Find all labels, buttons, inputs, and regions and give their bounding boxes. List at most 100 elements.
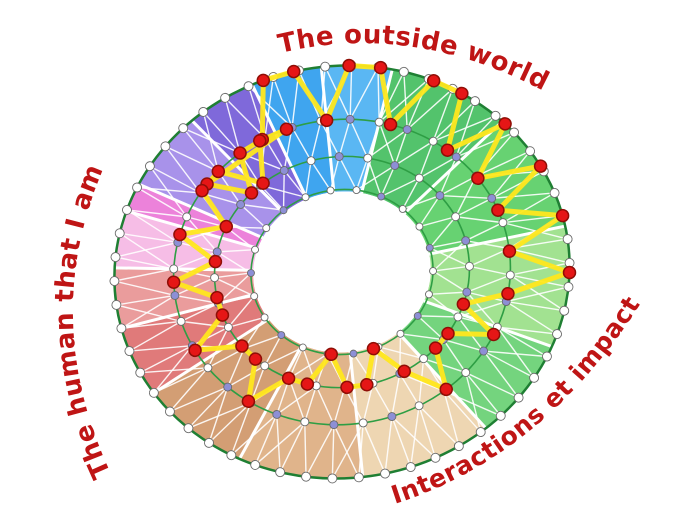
profile-node[interactable] [397,364,411,379]
grid-node[interactable] [387,412,397,422]
grid-node[interactable] [301,193,310,202]
grid-node[interactable] [475,427,486,438]
grid-node[interactable] [327,473,338,484]
profile-node[interactable] [439,382,453,397]
profile-node[interactable] [256,73,271,88]
profile-node[interactable] [486,327,501,342]
grid-node[interactable] [124,346,135,357]
grid-node[interactable] [182,212,192,222]
grid-node[interactable] [453,312,463,322]
profile-node[interactable] [210,290,224,305]
profile-node[interactable] [491,203,505,217]
profile-node[interactable] [498,117,512,131]
grid-node[interactable] [377,192,386,201]
grid-node[interactable] [398,66,409,77]
grid-node[interactable] [363,153,373,163]
profile-node[interactable] [233,146,247,160]
grid-node[interactable] [334,152,344,162]
grid-node[interactable] [169,264,179,274]
grid-node[interactable] [352,186,361,195]
grid-node[interactable] [178,123,189,134]
grid-node[interactable] [260,313,269,322]
grid-node[interactable] [358,418,368,428]
grid-node[interactable] [132,182,142,193]
grid-node[interactable] [301,471,311,482]
grid-node[interactable] [374,117,384,127]
grid-node[interactable] [164,406,175,417]
grid-node[interactable] [505,270,515,280]
profile-node[interactable] [319,113,334,128]
grid-node[interactable] [428,136,438,146]
profile-node[interactable] [235,339,249,353]
grid-node[interactable] [220,92,231,103]
profile-node[interactable] [166,275,181,289]
profile-node[interactable] [248,352,263,366]
profile-node[interactable] [252,134,267,148]
grid-node[interactable] [430,452,441,463]
grid-node[interactable] [549,187,560,198]
profile-node[interactable] [366,341,381,356]
profile-node[interactable] [188,343,202,358]
grid-node[interactable] [243,81,254,92]
grid-node[interactable] [198,106,209,117]
grid-node[interactable] [509,127,520,138]
grid-node[interactable] [414,173,424,183]
profile-node[interactable] [383,117,398,132]
grid-node[interactable] [160,141,171,152]
profile-node[interactable] [456,297,471,311]
grid-node[interactable] [114,228,125,239]
grid-node[interactable] [298,343,307,352]
profile-node[interactable] [195,183,209,198]
grid-node[interactable] [542,351,552,362]
grid-node[interactable] [349,349,358,358]
profile-node[interactable] [219,219,234,234]
grid-node[interactable] [279,206,288,215]
profile-node[interactable] [360,377,374,392]
grid-node[interactable] [260,361,270,371]
grid-node[interactable] [176,316,186,326]
profile-node[interactable] [208,254,223,269]
grid-node[interactable] [498,218,508,228]
grid-node[interactable] [405,462,416,472]
grid-node[interactable] [210,273,220,283]
grid-node[interactable] [559,305,570,316]
grid-node[interactable] [402,125,412,134]
grid-node[interactable] [306,156,316,166]
profile-node[interactable] [373,60,388,75]
profile-node[interactable] [286,64,301,79]
profile-node[interactable] [342,58,356,73]
grid-node[interactable] [300,417,310,427]
grid-node[interactable] [390,161,400,170]
grid-node[interactable] [272,410,282,419]
grid-node[interactable] [413,311,422,320]
grid-node[interactable] [562,234,573,245]
grid-node[interactable] [236,200,246,209]
profile-node[interactable] [440,143,455,157]
grid-node[interactable] [204,437,214,448]
grid-node[interactable] [425,290,433,299]
profile-node[interactable] [256,176,270,190]
grid-node[interactable] [144,161,155,172]
grid-node[interactable] [490,110,501,121]
profile-node[interactable] [279,122,294,136]
profile-node[interactable] [501,286,515,301]
grid-node[interactable] [470,96,480,107]
grid-node[interactable] [435,191,445,200]
grid-node[interactable] [552,329,562,340]
grid-node[interactable] [453,441,464,452]
grid-node[interactable] [398,204,407,213]
grid-node[interactable] [479,346,489,356]
grid-node[interactable] [353,472,364,483]
grid-node[interactable] [109,276,120,287]
grid-node[interactable] [461,368,471,378]
grid-node[interactable] [250,460,261,470]
profile-node[interactable] [244,186,259,200]
grid-node[interactable] [462,287,472,297]
grid-node[interactable] [262,224,271,233]
profile-node[interactable] [241,394,256,409]
grid-node[interactable] [275,467,286,478]
grid-node[interactable] [525,146,536,157]
grid-node[interactable] [419,354,429,364]
grid-node[interactable] [451,212,461,222]
grid-node[interactable] [110,252,121,263]
